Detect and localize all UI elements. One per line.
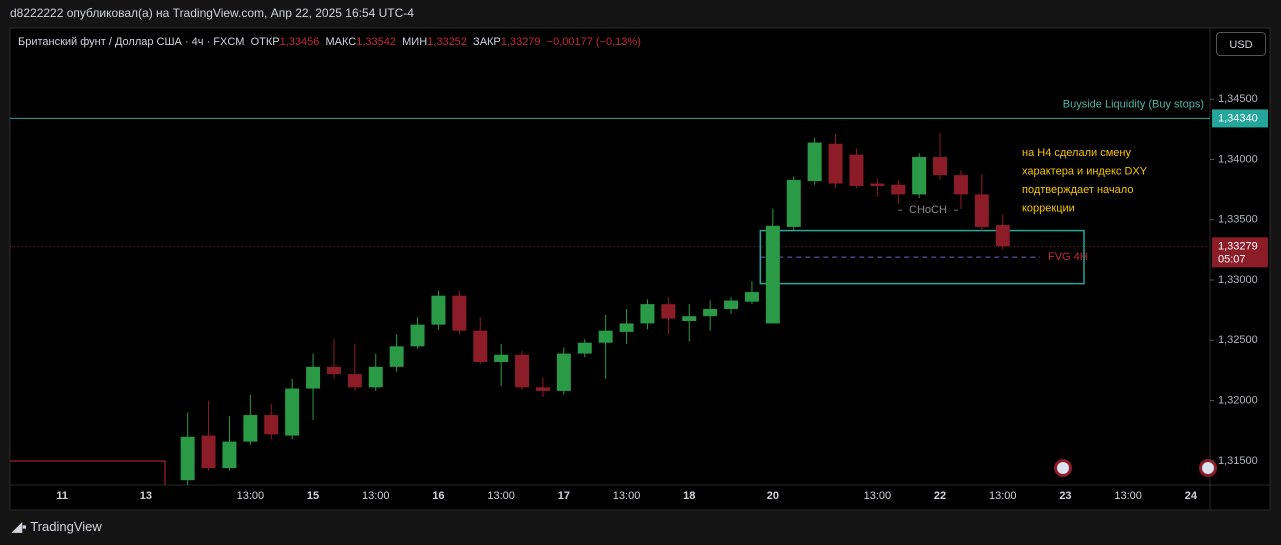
candle-body (347, 374, 362, 388)
candle-body (703, 308, 718, 317)
price-tag-label: 1,34340 (1218, 112, 1258, 124)
candle-body (410, 324, 425, 347)
low-marker (10, 460, 166, 485)
candle-body (598, 330, 613, 343)
y-tick-label: 1,34000 (1218, 153, 1258, 165)
candle-body (744, 292, 759, 302)
candle-body (222, 441, 237, 469)
legend: Британский фунт / Доллар США · 4ч · FXCM… (18, 36, 641, 48)
note-line: на Н4 сделали смену (1022, 147, 1131, 159)
y-tick-label: 1,34500 (1218, 93, 1258, 105)
value: 1,33279 (500, 36, 541, 48)
candle-body (306, 366, 321, 389)
choch-label: CHoCH (909, 204, 947, 216)
candle-body (368, 366, 383, 388)
candle-body (661, 304, 676, 319)
countdown: 05:07 (1218, 253, 1246, 265)
label: МИН (402, 36, 428, 48)
liquidity-label: Buyside Liquidity (Buy stops) (1063, 98, 1204, 110)
brand: ◢▪ TradingView (12, 519, 102, 534)
y-tick-label: 1,33500 (1218, 214, 1258, 226)
x-tick-label: 13:00 (864, 490, 892, 502)
candle-body (828, 143, 843, 184)
x-tick-label: 24 (1185, 490, 1198, 502)
candle-body (807, 142, 822, 182)
x-tick-label: 13:00 (613, 490, 641, 502)
price-tag (1212, 109, 1268, 128)
x-tick-label: 13:00 (1114, 490, 1142, 502)
x-tick-label: 16 (432, 490, 444, 502)
candle-body (243, 415, 258, 442)
candle-body (995, 225, 1010, 247)
candle-body (786, 179, 801, 227)
price-tag (1212, 237, 1268, 268)
change: −0,00177 (−0,13%) (546, 36, 641, 48)
candle-body (494, 354, 509, 363)
value: 1,33252 (427, 36, 467, 48)
candle-body (535, 387, 550, 391)
x-tick-label: 13:00 (237, 490, 265, 502)
choch-bg (904, 202, 952, 219)
x-tick-label: 13:00 (487, 490, 515, 502)
candle-body (264, 415, 279, 435)
price-tag-label: 1,33279 (1218, 240, 1258, 252)
flag (1054, 459, 1072, 477)
x-tick-label: 13:00 (362, 490, 390, 502)
candle-body (389, 346, 404, 367)
currency-button[interactable]: USD (1216, 32, 1266, 56)
note-line: характера и индекс DXY (1022, 165, 1148, 177)
note-line: подтверждает начало (1022, 184, 1133, 196)
x-tick-label: 13:00 (989, 490, 1017, 502)
candle-body (201, 435, 216, 469)
candle-body (619, 323, 634, 332)
candle-body (515, 354, 530, 388)
x-tick-label: 11 (56, 490, 68, 502)
x-tick-label: 22 (934, 490, 946, 502)
candle-body (891, 184, 906, 195)
label: ЗАКР (473, 36, 501, 48)
candle-body (870, 183, 885, 186)
candle-body (933, 157, 948, 176)
candle-body (452, 295, 467, 331)
x-tick-label: 18 (683, 490, 695, 502)
y-tick-label: 1,33000 (1218, 274, 1258, 286)
label: МАКС (325, 36, 357, 48)
label: ОТКР (250, 36, 280, 48)
candle-body (765, 225, 780, 324)
x-tick-label: 17 (558, 490, 570, 502)
value: 1,33456 (279, 36, 320, 48)
candle-body (180, 436, 195, 481)
value: 1,33542 (356, 36, 397, 48)
candle-body (326, 366, 341, 375)
y-tick-label: 1,32500 (1218, 334, 1258, 346)
candle-body (974, 194, 989, 227)
chart-panel (9, 27, 1271, 511)
candle-body (912, 157, 927, 195)
brand-name: TradingView (30, 519, 102, 534)
symbol: Британский фунт / Доллар США · 4ч · FXCM (18, 36, 245, 48)
candle-body (556, 353, 571, 391)
note-line: коррекции (1022, 202, 1075, 214)
candle-body (849, 154, 864, 186)
flag (1199, 459, 1217, 477)
candle-body (285, 388, 300, 436)
candle-body (682, 316, 697, 322)
x-tick-label: 20 (767, 490, 779, 502)
fvg-label: FVG 4H (1048, 251, 1088, 263)
candle-body (473, 330, 488, 363)
x-tick-label: 23 (1059, 490, 1071, 502)
candle-body (953, 175, 968, 195)
candle-body (724, 300, 739, 309)
candle-body (577, 342, 592, 354)
candle-body (431, 295, 446, 325)
y-tick-label: 1,32000 (1218, 394, 1258, 406)
x-tick-label: 15 (307, 490, 319, 502)
x-tick-label: 13 (140, 490, 152, 502)
publisher: d8222222 опубликовал(а) на TradingView.c… (10, 6, 414, 20)
y-tick-label: 1,31500 (1218, 455, 1258, 467)
candle-body (640, 304, 655, 324)
